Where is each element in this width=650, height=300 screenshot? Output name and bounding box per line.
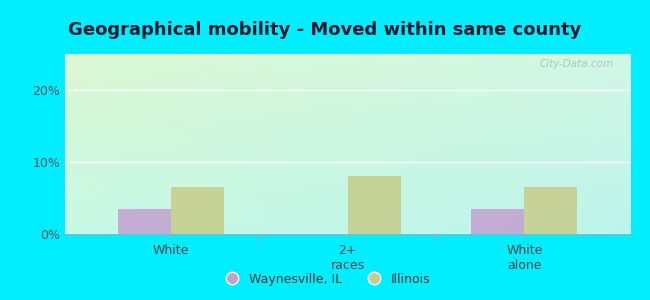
Text: Geographical mobility - Moved within same county: Geographical mobility - Moved within sam…: [68, 21, 582, 39]
Legend: Waynesville, IL, Illinois: Waynesville, IL, Illinois: [214, 268, 436, 291]
Bar: [471, 209, 525, 234]
Text: City-Data.com: City-Data.com: [540, 59, 614, 69]
Bar: [525, 187, 577, 234]
Bar: [171, 187, 224, 234]
Bar: [118, 209, 171, 234]
Bar: [348, 176, 401, 234]
